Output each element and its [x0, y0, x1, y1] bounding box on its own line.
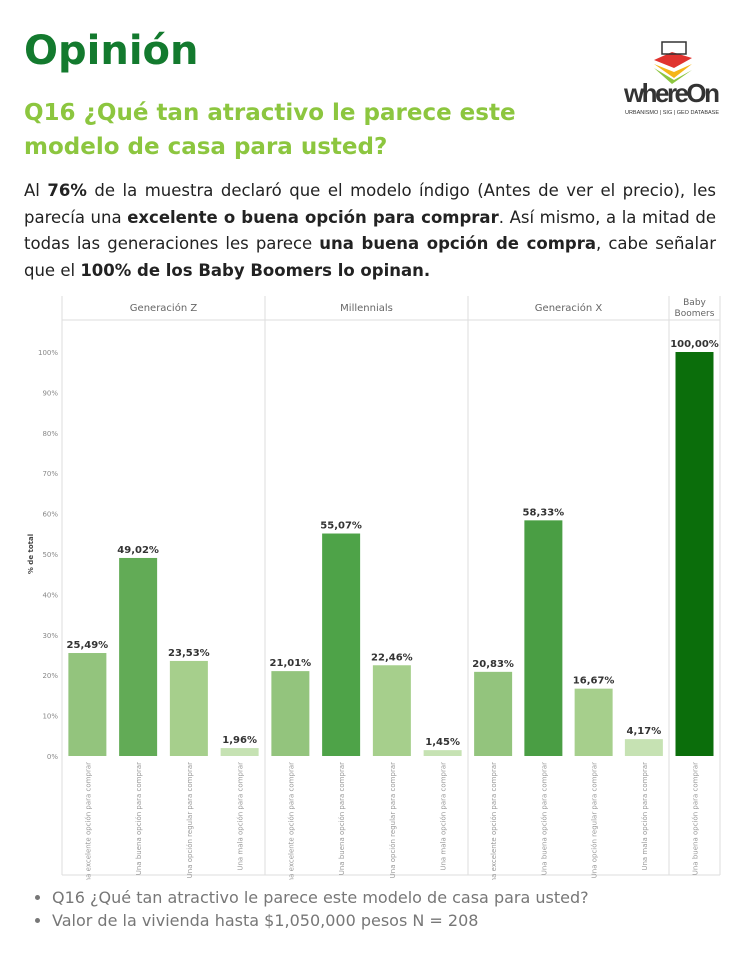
- page-title: Opinión: [24, 28, 199, 74]
- category-label: Una buena opción para comprar: [135, 762, 143, 875]
- data-label: 20,83%: [472, 659, 514, 670]
- y-tick-label: 100%: [38, 349, 58, 357]
- bar: [624, 739, 663, 756]
- panel-title: Baby: [683, 298, 706, 308]
- logo-wordmark: whereOn: [623, 78, 720, 108]
- bar: [675, 352, 714, 756]
- panel-title: Boomers: [675, 309, 715, 319]
- category-label: Una opción regular para comprar: [389, 762, 397, 878]
- footnote: Q16 ¿Qué tan atractivo le parece este mo…: [52, 886, 589, 909]
- data-label: 23,53%: [168, 648, 210, 659]
- bar: [68, 653, 107, 756]
- category-label: Una mala opción para comprar: [440, 762, 448, 871]
- data-label: 100,00%: [670, 339, 719, 350]
- summary-paragraph: Al 76% de la muestra declaró que el mode…: [24, 181, 717, 280]
- y-tick-label: 40%: [42, 591, 58, 599]
- bar: [119, 557, 158, 756]
- category-label: Una excelente opción para comprar: [84, 762, 92, 880]
- y-tick-label: 80%: [42, 430, 58, 438]
- panel-title: Generación Z: [130, 302, 198, 314]
- y-tick-label: 60%: [42, 511, 58, 519]
- bar: [423, 750, 462, 756]
- data-label: 4,17%: [627, 726, 662, 737]
- footnotes: Q16 ¿Qué tan atractivo le parece este mo…: [48, 886, 589, 932]
- data-label: 58,33%: [523, 507, 565, 518]
- data-label: 49,02%: [117, 545, 159, 556]
- y-tick-label: 70%: [42, 470, 58, 478]
- category-label: Una buena opción para comprar: [338, 762, 346, 875]
- category-label: Una mala opción para comprar: [237, 762, 245, 871]
- bar: [474, 671, 513, 756]
- y-tick-label: 20%: [42, 672, 58, 680]
- bar: [574, 688, 613, 756]
- category-label: Una opción regular para comprar: [186, 762, 194, 878]
- bar-chart: 0% 10% 20% 30% 40% 50% 60% 70% 80% 90% 100% % de to…: [27, 296, 721, 880]
- category-label: Una buena opción para comprar: [692, 762, 700, 875]
- bar: [271, 671, 310, 756]
- data-label: 16,67%: [573, 676, 615, 687]
- y-tick-label: 30%: [42, 632, 58, 640]
- panel-title: Millennials: [340, 303, 393, 314]
- bar: [220, 748, 259, 756]
- bar: [372, 665, 411, 756]
- data-label: 1,45%: [425, 737, 460, 748]
- category-label: Una mala opción para comprar: [641, 762, 649, 871]
- y-tick-label: 50%: [42, 551, 58, 559]
- question-heading: Q16 ¿Qué tan atractivo le parece este mo…: [24, 100, 516, 160]
- bar: [524, 520, 563, 756]
- bar: [322, 533, 361, 756]
- data-label: 22,46%: [371, 652, 413, 663]
- data-label: 21,01%: [270, 658, 312, 669]
- data-label: 1,96%: [222, 735, 257, 746]
- category-label: Una opción regular para comprar: [591, 762, 599, 878]
- category-label: Una excelente opción para comprar: [490, 762, 498, 880]
- logo-tagline: URBANISMO | SIG | GEO DATABASE: [625, 110, 719, 116]
- y-axis-label: % de total: [27, 534, 35, 574]
- data-label: 25,49%: [67, 640, 109, 651]
- y-tick-label: 10%: [42, 713, 58, 721]
- category-label: Una buena opción para comprar: [540, 762, 548, 875]
- bar: [169, 660, 208, 756]
- panel-title: Generación X: [535, 302, 603, 314]
- category-label: Una excelente opción para comprar: [287, 762, 295, 880]
- whereon-logo: whereOn URBANISMO | SIG | GEO DATABASE: [623, 41, 720, 116]
- y-tick-label: 0%: [47, 753, 58, 761]
- data-label: 55,07%: [320, 521, 362, 532]
- y-tick-label: 90%: [42, 389, 58, 397]
- footnote: Valor de la vivienda hasta $1,050,000 pe…: [52, 909, 589, 932]
